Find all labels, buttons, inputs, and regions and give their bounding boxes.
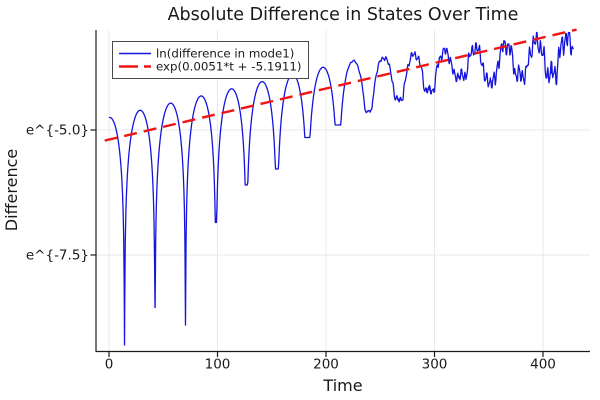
series-line-exp-fit bbox=[104, 28, 577, 142]
axis-frame bbox=[95, 30, 590, 353]
x-axis-title: Time bbox=[322, 376, 362, 395]
plot-title: Absolute Difference in States Over Time bbox=[168, 5, 519, 25]
legend-label-series2: exp(0.0051*t + -5.1911) bbox=[156, 60, 301, 74]
y-tick-label: e^{-7.5} bbox=[26, 248, 89, 264]
series-curves bbox=[104, 28, 577, 346]
y-tick-label: e^{-5.0} bbox=[26, 123, 89, 139]
legend-label-series1: ln(difference in mode1) bbox=[156, 47, 294, 61]
x-tick-label: 0 bbox=[105, 357, 114, 373]
series-line-difference bbox=[108, 31, 574, 346]
legend: ln(difference in mode1) exp(0.0051*t + -… bbox=[112, 41, 309, 79]
tick-labels: 0 100 200 300 400 e^{-5.0} e^{-7.5} bbox=[26, 123, 556, 373]
legend-border bbox=[112, 41, 309, 79]
x-tick-label: 200 bbox=[313, 357, 339, 373]
axes bbox=[90, 30, 590, 357]
x-tick-label: 300 bbox=[422, 357, 448, 373]
x-tick-label: 400 bbox=[530, 357, 556, 373]
y-axis-title: Difference bbox=[2, 149, 21, 231]
x-tick-label: 100 bbox=[205, 357, 231, 373]
